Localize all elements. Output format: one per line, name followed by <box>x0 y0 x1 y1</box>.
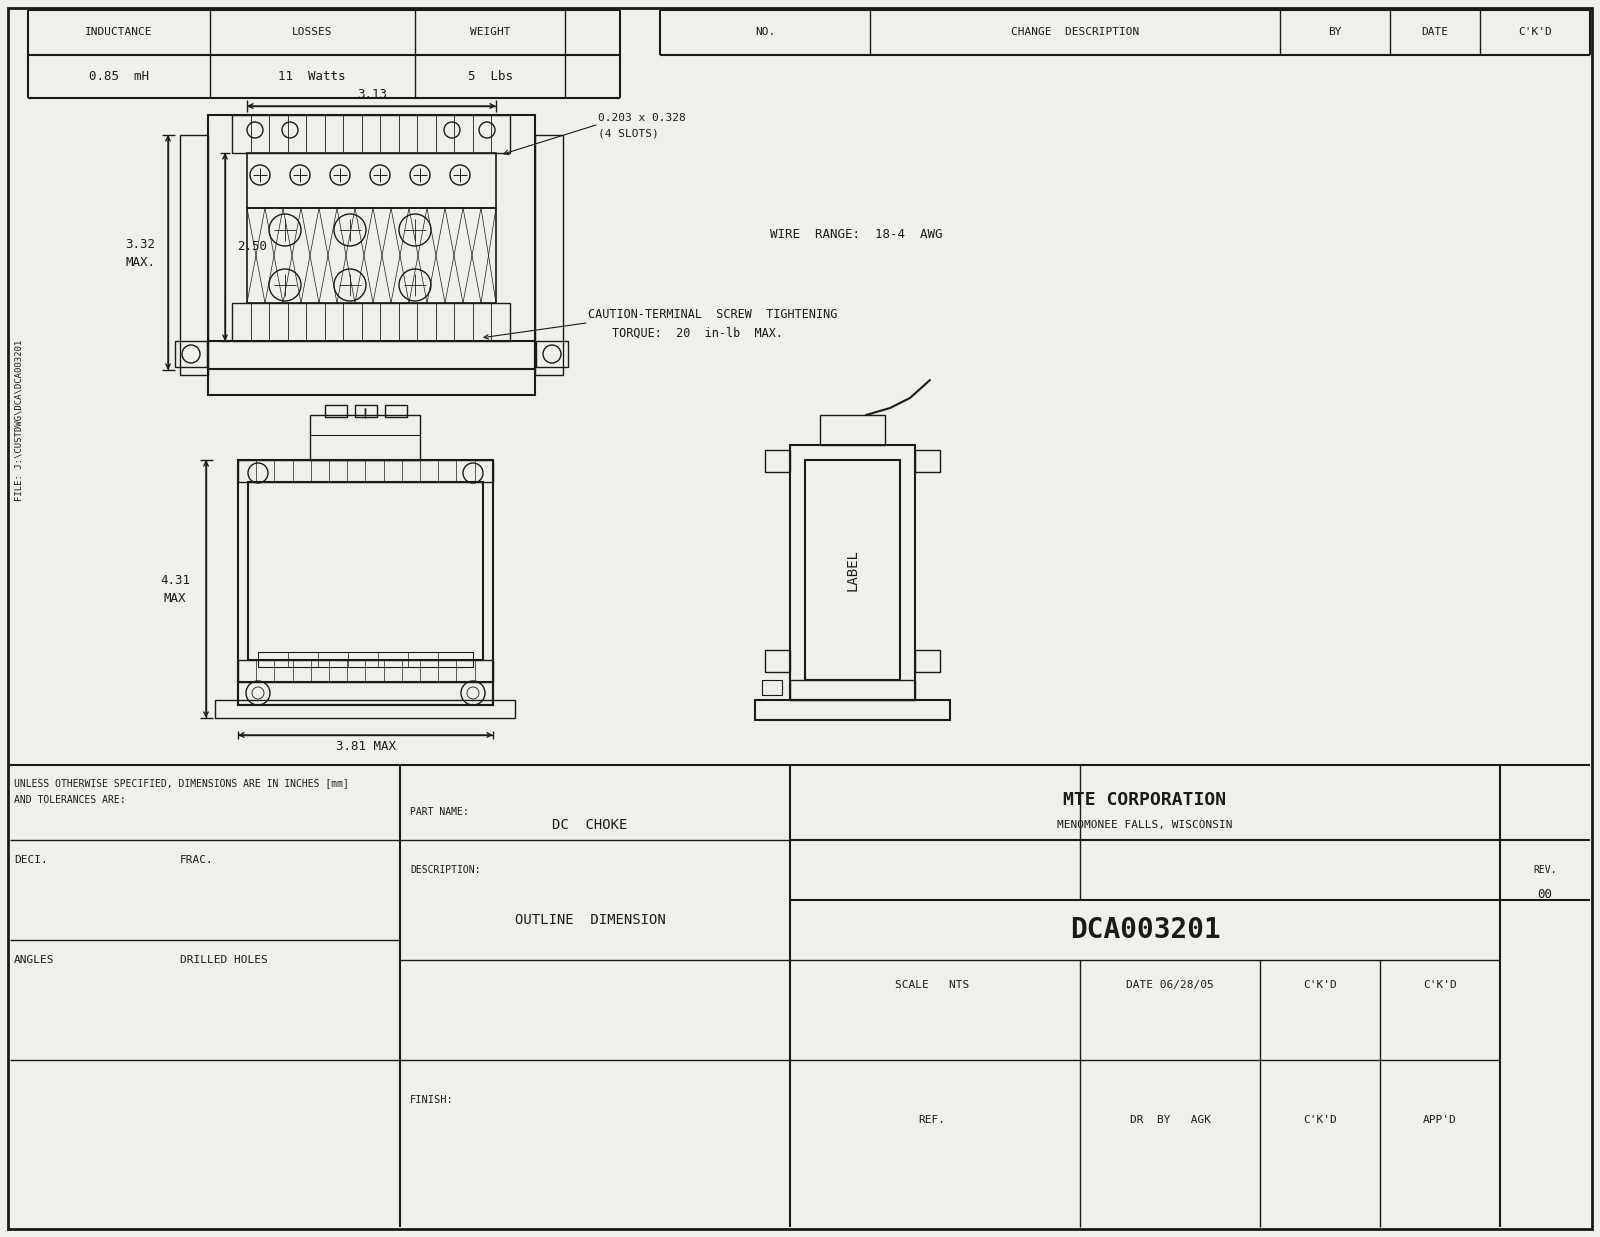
Bar <box>536 341 568 367</box>
Text: C'K'D: C'K'D <box>1302 1115 1338 1124</box>
Text: DESCRIPTION:: DESCRIPTION: <box>410 865 480 875</box>
Bar <box>805 460 899 680</box>
Text: DATE 06/28/05: DATE 06/28/05 <box>1126 980 1214 990</box>
Text: LOSSES: LOSSES <box>291 27 333 37</box>
Text: CAUTION-TERMINAL  SCREW  TIGHTENING: CAUTION-TERMINAL SCREW TIGHTENING <box>589 308 837 322</box>
Bar <box>258 652 474 667</box>
Bar <box>325 404 347 417</box>
Bar <box>355 404 378 417</box>
Text: WEIGHT: WEIGHT <box>470 27 510 37</box>
Text: FILE: J:\CUSTDWG\DCA\DCA003201: FILE: J:\CUSTDWG\DCA\DCA003201 <box>14 339 24 501</box>
Bar <box>790 445 915 700</box>
Text: OUTLINE  DIMENSION: OUTLINE DIMENSION <box>515 913 666 927</box>
Text: 2.50: 2.50 <box>237 240 267 254</box>
Text: SCALE   NTS: SCALE NTS <box>894 980 970 990</box>
Bar <box>248 482 483 661</box>
Bar <box>232 303 510 341</box>
Bar <box>762 680 782 695</box>
Text: 00: 00 <box>1538 888 1552 902</box>
Text: MAX: MAX <box>163 591 186 605</box>
Text: FINISH:: FINISH: <box>410 1095 454 1105</box>
Bar <box>386 404 406 417</box>
Bar <box>819 414 885 445</box>
Text: MENOMONEE FALLS, WISCONSIN: MENOMONEE FALLS, WISCONSIN <box>1058 820 1232 830</box>
Text: ANGLES: ANGLES <box>14 955 54 965</box>
Bar <box>238 460 493 705</box>
Text: DCA003201: DCA003201 <box>1070 917 1221 944</box>
Text: DC  CHOKE: DC CHOKE <box>552 818 627 833</box>
Bar <box>238 682 493 705</box>
Bar <box>790 680 915 700</box>
Bar <box>214 700 515 717</box>
Bar <box>246 208 496 303</box>
Text: 3.13: 3.13 <box>357 89 387 101</box>
Bar <box>238 460 493 482</box>
Bar <box>915 450 941 473</box>
Text: AND TOLERANCES ARE:: AND TOLERANCES ARE: <box>14 795 126 805</box>
Bar <box>246 153 496 208</box>
Text: C'K'D: C'K'D <box>1302 980 1338 990</box>
Text: 3.81 MAX: 3.81 MAX <box>336 741 397 753</box>
Bar <box>765 450 790 473</box>
Bar <box>310 414 419 460</box>
Text: 3.32: 3.32 <box>125 239 155 251</box>
Text: DR  BY   AGK: DR BY AGK <box>1130 1115 1211 1124</box>
Bar <box>534 135 563 375</box>
Text: FRAC.: FRAC. <box>179 855 214 865</box>
Bar <box>755 700 950 720</box>
Bar <box>179 135 208 375</box>
Text: DRILLED HOLES: DRILLED HOLES <box>179 955 267 965</box>
Text: BY: BY <box>1328 27 1342 37</box>
Text: CHANGE  DESCRIPTION: CHANGE DESCRIPTION <box>1011 27 1139 37</box>
Text: NO.: NO. <box>755 27 774 37</box>
Text: (4 SLOTS): (4 SLOTS) <box>598 129 659 139</box>
Bar <box>174 341 206 367</box>
Text: 0.203 x 0.328: 0.203 x 0.328 <box>598 113 686 122</box>
Text: 5  Lbs: 5 Lbs <box>467 71 512 84</box>
Text: WIRE  RANGE:  18-4  AWG: WIRE RANGE: 18-4 AWG <box>770 229 942 241</box>
Text: 0.85  mH: 0.85 mH <box>90 71 149 84</box>
Bar <box>238 661 493 682</box>
Text: REF.: REF. <box>918 1115 946 1124</box>
Bar <box>208 341 534 369</box>
Bar <box>915 649 941 672</box>
Text: 11  Watts: 11 Watts <box>278 71 346 84</box>
Text: 4.31: 4.31 <box>160 574 190 586</box>
Text: DATE: DATE <box>1421 27 1448 37</box>
Text: INDUCTANCE: INDUCTANCE <box>85 27 152 37</box>
Text: APP'D: APP'D <box>1422 1115 1458 1124</box>
Text: C'K'D: C'K'D <box>1422 980 1458 990</box>
Text: LABEL: LABEL <box>846 549 861 591</box>
Text: UNLESS OTHERWISE SPECIFIED, DIMENSIONS ARE IN INCHES [mm]: UNLESS OTHERWISE SPECIFIED, DIMENSIONS A… <box>14 778 349 788</box>
Text: MAX.: MAX. <box>125 256 155 268</box>
Text: PART NAME:: PART NAME: <box>410 807 469 816</box>
Text: TORQUE:  20  in-lb  MAX.: TORQUE: 20 in-lb MAX. <box>611 327 782 339</box>
Bar <box>208 115 534 395</box>
Text: DECI.: DECI. <box>14 855 48 865</box>
Bar <box>765 649 790 672</box>
Text: MTE CORPORATION: MTE CORPORATION <box>1064 790 1227 809</box>
Text: C'K'D: C'K'D <box>1518 27 1552 37</box>
Text: REV.: REV. <box>1533 865 1557 875</box>
Bar <box>232 115 510 153</box>
